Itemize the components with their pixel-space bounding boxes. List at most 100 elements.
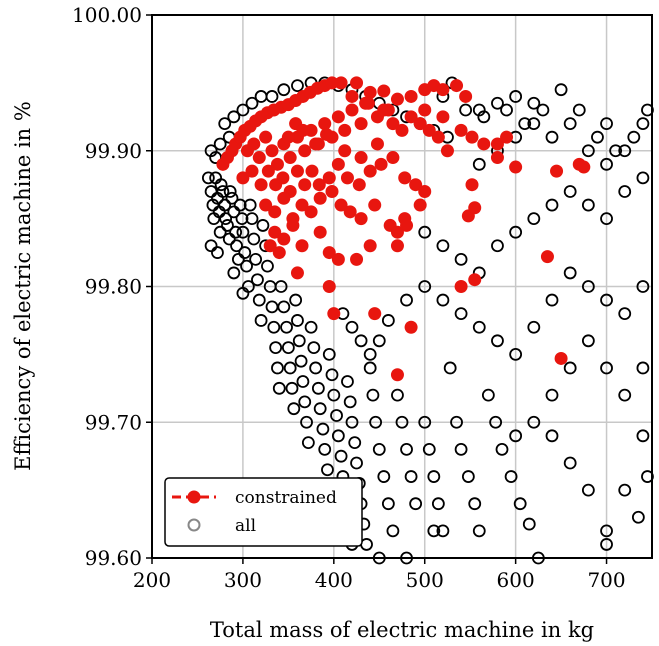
point-all bbox=[581, 144, 595, 158]
point-all bbox=[509, 347, 523, 361]
point-all bbox=[269, 341, 283, 354]
point-all bbox=[618, 185, 632, 198]
point-constrained bbox=[296, 123, 310, 137]
point-all bbox=[211, 246, 224, 259]
point-all bbox=[436, 293, 450, 307]
point-all bbox=[334, 449, 348, 463]
point-all bbox=[545, 130, 559, 144]
point-all bbox=[238, 246, 252, 259]
x-tick-label: 400 bbox=[315, 568, 353, 592]
point-all bbox=[201, 171, 215, 185]
x-tick-label: 300 bbox=[224, 568, 262, 592]
point-constrained bbox=[465, 130, 479, 144]
point-constrained bbox=[277, 191, 291, 205]
point-all bbox=[513, 497, 527, 511]
legend-all-label: all bbox=[235, 516, 256, 536]
point-all bbox=[509, 225, 523, 239]
point-all bbox=[261, 259, 274, 273]
point-constrained bbox=[390, 92, 404, 106]
point-all bbox=[522, 517, 536, 531]
point-constrained bbox=[265, 144, 279, 158]
point-constrained bbox=[381, 103, 395, 117]
point-all bbox=[600, 212, 613, 226]
point-all bbox=[236, 103, 250, 117]
point-all bbox=[418, 415, 432, 429]
point-all bbox=[454, 252, 468, 266]
point-all bbox=[495, 442, 509, 456]
point-all bbox=[545, 388, 559, 402]
point-all bbox=[222, 232, 236, 246]
point-all bbox=[231, 252, 245, 266]
point-all bbox=[386, 524, 400, 538]
point-all bbox=[572, 103, 586, 117]
point-all bbox=[289, 293, 303, 307]
point-all bbox=[274, 280, 288, 293]
point-all bbox=[418, 280, 432, 293]
point-constrained bbox=[550, 164, 564, 178]
point-all bbox=[214, 178, 228, 192]
point-all bbox=[581, 334, 595, 348]
point-constrained bbox=[359, 96, 373, 110]
point-constrained bbox=[354, 151, 368, 165]
point-all bbox=[331, 429, 345, 443]
point-all bbox=[325, 368, 339, 382]
point-all bbox=[381, 497, 395, 511]
point-constrained bbox=[272, 246, 286, 260]
point-all bbox=[300, 415, 313, 429]
point-all bbox=[229, 225, 243, 239]
point-all bbox=[618, 307, 632, 321]
point-all bbox=[563, 456, 577, 470]
point-constrained bbox=[350, 252, 364, 266]
point-all bbox=[395, 415, 409, 429]
point-all bbox=[235, 212, 249, 226]
point-constrained bbox=[283, 151, 297, 165]
point-all bbox=[609, 144, 623, 158]
point-all bbox=[443, 361, 457, 375]
point-constrained bbox=[322, 171, 336, 185]
point-all bbox=[618, 483, 632, 497]
point-all bbox=[436, 239, 450, 253]
point-constrained bbox=[331, 110, 345, 124]
point-constrained bbox=[368, 198, 382, 212]
point-constrained bbox=[413, 117, 427, 131]
point-constrained bbox=[398, 171, 412, 185]
point-all bbox=[500, 103, 513, 117]
x-tick-label: 500 bbox=[406, 568, 444, 592]
point-constrained bbox=[395, 123, 409, 137]
point-constrained bbox=[313, 191, 327, 205]
point-all bbox=[322, 347, 336, 361]
point-all bbox=[418, 225, 432, 239]
point-constrained bbox=[276, 171, 290, 185]
point-all bbox=[527, 96, 541, 110]
point-constrained bbox=[263, 239, 277, 253]
point-constrained bbox=[298, 144, 312, 158]
point-all bbox=[491, 239, 504, 253]
point-constrained bbox=[261, 164, 275, 178]
point-constrained bbox=[409, 178, 423, 192]
point-all bbox=[281, 341, 295, 354]
point-all bbox=[265, 90, 279, 103]
point-all bbox=[600, 157, 613, 171]
point-constrained bbox=[334, 198, 348, 212]
x-axis-title: Total mass of electric machine in kg bbox=[210, 618, 594, 642]
point-constrained bbox=[418, 184, 432, 198]
point-constrained bbox=[343, 205, 357, 219]
point-constrained bbox=[363, 239, 377, 253]
point-all bbox=[459, 103, 473, 117]
point-all bbox=[236, 286, 250, 300]
point-constrained bbox=[338, 144, 352, 158]
point-all bbox=[563, 361, 577, 375]
point-all bbox=[283, 361, 297, 375]
point-constrained bbox=[325, 76, 339, 90]
point-constrained bbox=[368, 307, 382, 321]
point-all bbox=[527, 320, 541, 334]
point-all bbox=[563, 117, 577, 130]
point-all bbox=[227, 110, 241, 124]
point-all bbox=[318, 442, 332, 456]
point-all bbox=[216, 185, 230, 198]
point-constrained bbox=[363, 85, 377, 99]
point-all bbox=[381, 314, 395, 327]
point-all bbox=[321, 463, 334, 477]
point-all bbox=[400, 442, 413, 456]
point-all bbox=[372, 442, 386, 456]
